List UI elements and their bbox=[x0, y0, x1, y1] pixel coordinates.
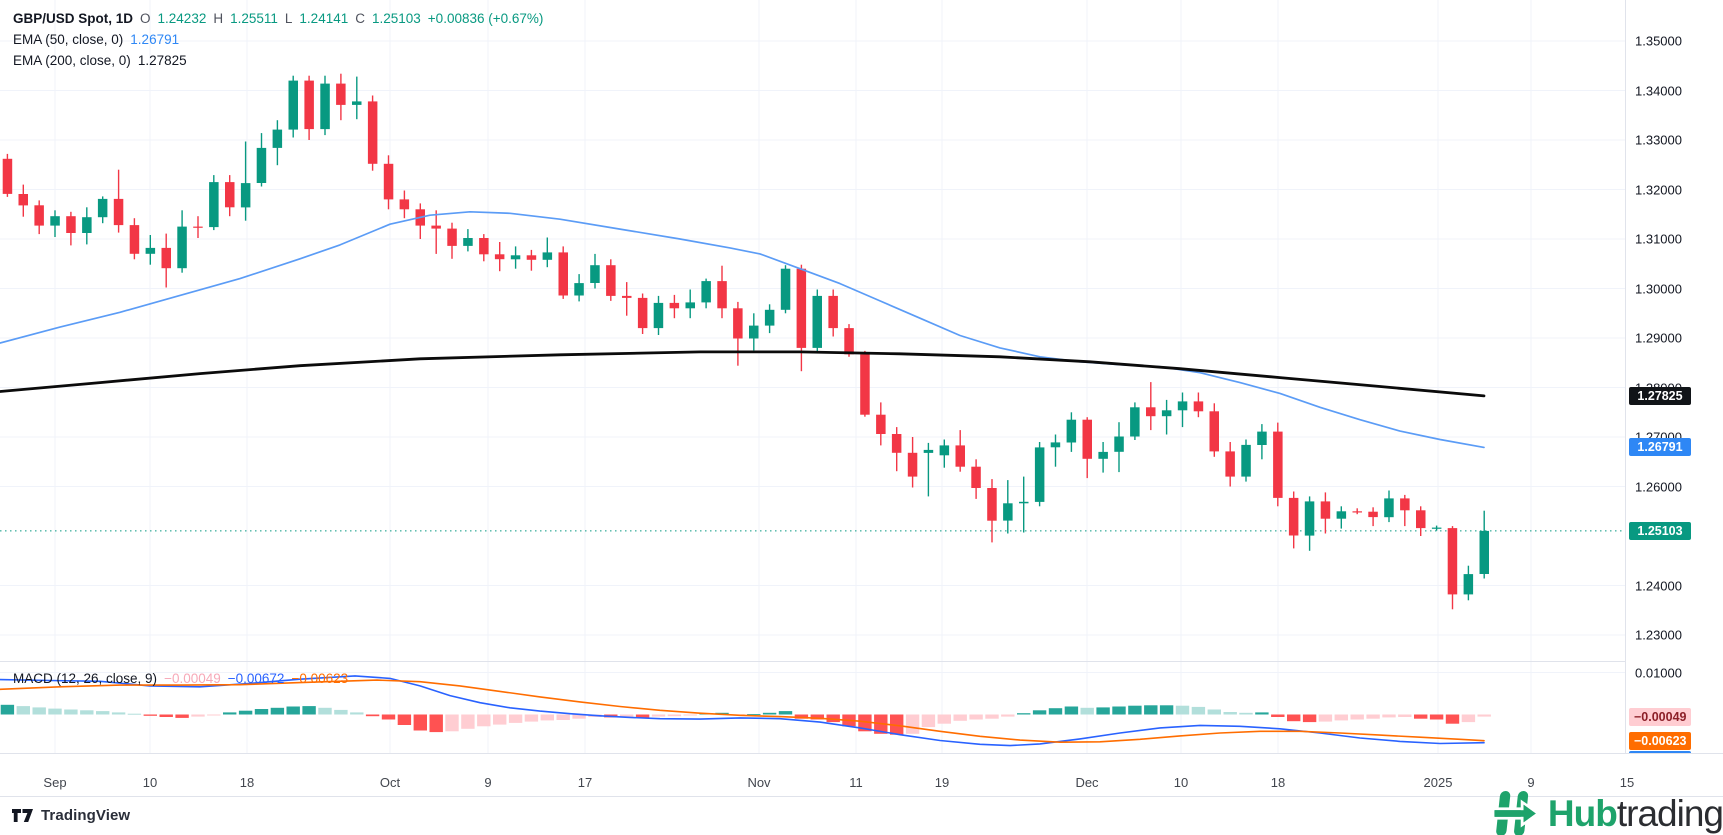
price-axis-label: 1.35000 bbox=[1635, 33, 1682, 49]
price-badge: 1.27825 bbox=[1629, 387, 1691, 406]
price-pane[interactable] bbox=[0, 0, 1625, 661]
time-axis-label: 11 bbox=[849, 775, 863, 790]
time-axis-label: 19 bbox=[934, 775, 950, 790]
hubtrading-wordmark: Hubtrading bbox=[1548, 795, 1723, 832]
price-axis-label: 0.01000 bbox=[1635, 665, 1682, 680]
time-axis-label: 18 bbox=[239, 775, 255, 790]
price-axis-label: 1.26000 bbox=[1635, 479, 1682, 494]
time-axis-label: Sep bbox=[43, 775, 67, 790]
time-axis-label: Dec bbox=[1075, 775, 1099, 790]
price-axis-label: 1.23000 bbox=[1635, 627, 1682, 643]
tradingview-attribution[interactable]: TradingView bbox=[12, 807, 130, 824]
time-axis-label: Nov bbox=[747, 775, 771, 790]
footer: TradingView Hubtrading bbox=[0, 790, 1723, 835]
time-axis-label: 9 bbox=[1527, 775, 1535, 790]
hubtrading-icon bbox=[1492, 790, 1540, 835]
time-axis-label: 18 bbox=[1270, 775, 1286, 790]
time-axis-label: 2025 bbox=[1423, 775, 1453, 790]
price-axis-label: 1.32000 bbox=[1635, 182, 1682, 197]
time-axis-label: 9 bbox=[484, 775, 492, 790]
hub-part: Hub bbox=[1547, 793, 1618, 834]
time-axis-label: 17 bbox=[577, 775, 593, 790]
time-axis[interactable]: Sep 10 18 Oct 9 17 Nov 11 19 Dec 10 18 2025 9 15 bbox=[0, 753, 1723, 797]
time-axis-label: Oct bbox=[379, 775, 401, 790]
time-axis-label: 10 bbox=[142, 775, 158, 790]
price-axis-label: 1.31000 bbox=[1635, 231, 1682, 247]
price-badge: −0.00049 bbox=[1629, 707, 1692, 726]
tradingview-icon bbox=[12, 809, 33, 822]
hubtrading-logo: Hubtrading bbox=[1492, 790, 1723, 835]
tradingview-label: TradingView bbox=[41, 807, 131, 824]
pane-separator[interactable] bbox=[0, 661, 1625, 662]
price-axis-label: 1.24000 bbox=[1635, 578, 1682, 593]
time-axis-label: 15 bbox=[1619, 775, 1635, 790]
time-axis-label: 10 bbox=[1173, 775, 1189, 790]
price-badge: 1.25103 bbox=[1629, 521, 1691, 540]
price-axis-label: 1.29000 bbox=[1635, 330, 1682, 346]
price-axis-label: 1.33000 bbox=[1635, 132, 1682, 148]
price-axis-label: 1.30000 bbox=[1635, 281, 1682, 296]
price-badge: −0.00623 bbox=[1629, 731, 1692, 750]
price-badge: 1.26791 bbox=[1629, 438, 1691, 457]
price-axis-label: 1.34000 bbox=[1635, 83, 1682, 98]
macd-pane[interactable] bbox=[0, 661, 1625, 753]
price-axis[interactable]: 1.35000 1.34000 1.33000 1.32000 1.31000 1.300… bbox=[1625, 0, 1723, 797]
trading-part: trading bbox=[1616, 793, 1723, 834]
